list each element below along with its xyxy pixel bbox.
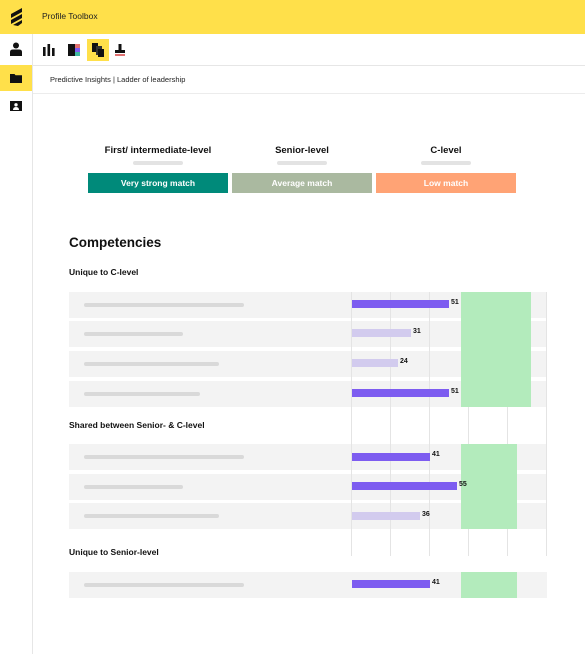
- stamp-icon: [115, 44, 125, 56]
- group-title-shared: Shared between Senior- & C-level: [69, 420, 205, 430]
- competency-label-placeholder: [84, 485, 183, 489]
- toolbar: [33, 34, 585, 66]
- group-title-c-level: Unique to C-level: [69, 267, 139, 277]
- level-indicator: [133, 161, 183, 165]
- gridline: [546, 292, 547, 556]
- divider: [33, 93, 585, 94]
- score-value: 31: [413, 328, 421, 335]
- score-value: 51: [451, 299, 459, 306]
- tool-color-swatch[interactable]: [63, 39, 85, 61]
- competency-label-placeholder: [84, 362, 219, 366]
- gridline: [351, 292, 352, 556]
- logo-icon: [10, 8, 22, 26]
- tool-stamp[interactable]: [109, 39, 131, 61]
- group-title-senior: Unique to Senior-level: [69, 547, 159, 557]
- competency-label-placeholder: [84, 514, 219, 518]
- level-indicator: [277, 161, 327, 165]
- section-title: Competencies: [69, 235, 162, 250]
- target-zone: [461, 292, 531, 407]
- sidebar-item-files[interactable]: [0, 65, 32, 91]
- score-value: 55: [459, 481, 467, 488]
- score-bar: [352, 359, 398, 367]
- gridline: [468, 292, 469, 556]
- score-bar: [352, 482, 457, 490]
- score-value: 51: [451, 388, 459, 395]
- score-bar: [352, 389, 449, 397]
- target-zone: [461, 572, 517, 598]
- gridline: [390, 292, 391, 556]
- score-bar: [352, 453, 430, 461]
- competency-label-placeholder: [84, 332, 183, 336]
- sidebar: [0, 34, 33, 654]
- gridline: [429, 292, 430, 556]
- competency-label-placeholder: [84, 455, 244, 459]
- level-senior: Senior-level: [275, 145, 329, 156]
- score-bar: [352, 300, 449, 308]
- level-c: C-level: [430, 145, 462, 156]
- score-bar: [352, 329, 411, 337]
- app-logo[interactable]: [0, 0, 33, 34]
- app-title: Profile Toolbox: [42, 11, 98, 21]
- level-indicator: [421, 161, 471, 165]
- score-value: 24: [400, 358, 408, 365]
- score-value: 36: [422, 511, 430, 518]
- breadcrumb: Predictive Insights | Ladder of leadersh…: [50, 75, 186, 84]
- person-icon: [10, 42, 22, 56]
- top-bar: Profile Toolbox: [0, 0, 585, 34]
- score-value: 41: [432, 451, 440, 458]
- id-card-icon: [10, 101, 22, 111]
- match-badge-average: Average match: [232, 173, 372, 193]
- score-value: 41: [432, 579, 440, 586]
- sidebar-item-contacts[interactable]: [0, 93, 32, 119]
- score-bar: [352, 580, 430, 588]
- match-badge-very-strong: Very strong match: [88, 173, 228, 193]
- ladder-chart-icon: [92, 43, 104, 57]
- tool-ladder-chart[interactable]: [87, 39, 109, 61]
- bar-chart-icon: [43, 44, 55, 56]
- level-first-intermediate: First/ intermediate-level: [104, 145, 212, 156]
- match-badge-low: Low match: [376, 173, 516, 193]
- competency-label-placeholder: [84, 303, 244, 307]
- sidebar-item-profile[interactable]: [0, 36, 32, 62]
- gridline: [507, 292, 508, 556]
- competency-label-placeholder: [84, 392, 200, 396]
- color-swatch-icon: [68, 44, 80, 56]
- score-bar: [352, 512, 420, 520]
- folder-icon: [10, 74, 22, 83]
- competency-label-placeholder: [84, 583, 244, 587]
- tool-bar-chart[interactable]: [38, 39, 60, 61]
- target-zone: [461, 444, 517, 529]
